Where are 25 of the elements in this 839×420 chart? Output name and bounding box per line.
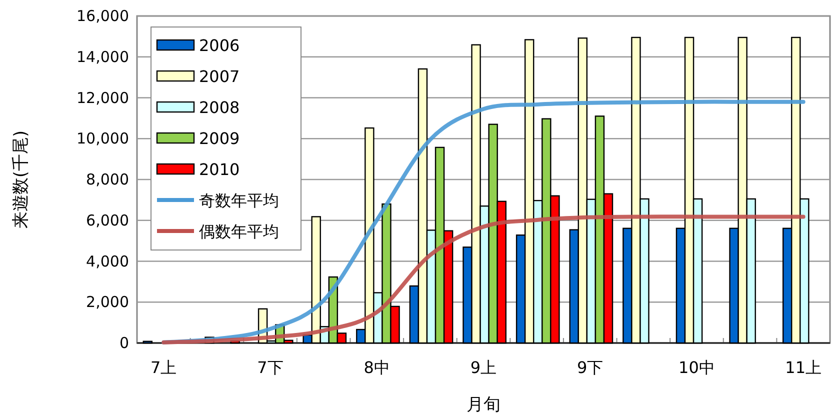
x-tick-label: 7上 bbox=[150, 358, 177, 377]
legend-label: 奇数年平均 bbox=[199, 191, 279, 210]
y-tick-label: 10,000 bbox=[76, 130, 129, 148]
x-tick-label: 9上 bbox=[470, 358, 497, 377]
legend-label: 2008 bbox=[199, 98, 240, 117]
y-tick-label: 0 bbox=[119, 334, 129, 352]
legend-label: 偶数年平均 bbox=[199, 222, 279, 241]
x-tick-label: 10中 bbox=[678, 358, 715, 377]
x-tick-label: 8中 bbox=[364, 358, 390, 377]
legend-label: 2009 bbox=[199, 129, 240, 148]
x-tick-label: 11上 bbox=[785, 358, 822, 377]
y-tick-label: 2,000 bbox=[86, 293, 129, 312]
y-tick-label: 6,000 bbox=[86, 211, 129, 230]
x-tick-label: 7下 bbox=[257, 358, 284, 377]
y-tick-label: 8,000 bbox=[86, 170, 129, 188]
legend-label: 2010 bbox=[199, 160, 240, 179]
y-tick-label: 14,000 bbox=[76, 48, 129, 66]
x-tick-label: 9下 bbox=[577, 358, 604, 377]
legend-label: 2007 bbox=[199, 67, 240, 86]
y-tick-label: 16,000 bbox=[76, 7, 129, 25]
y-tick-label: 12,000 bbox=[76, 88, 129, 107]
x-axis-title: 月旬 bbox=[466, 395, 500, 415]
y-tick-label: 4,000 bbox=[86, 252, 129, 270]
legend-label: 2006 bbox=[199, 36, 240, 55]
y-axis-title: 来遊数(千尾) bbox=[11, 130, 31, 229]
